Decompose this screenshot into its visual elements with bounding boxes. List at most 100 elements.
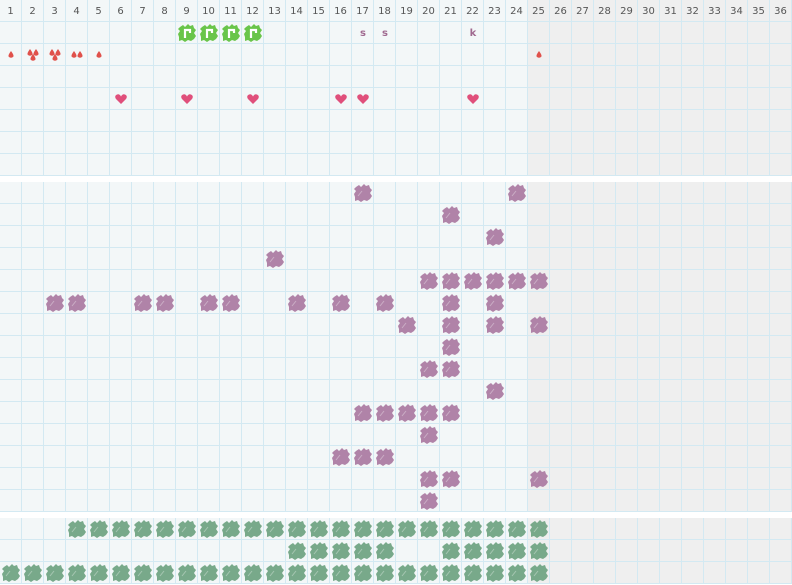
grid-cell[interactable] (396, 88, 418, 110)
grid-cell[interactable] (682, 292, 704, 314)
grid-cell[interactable] (198, 336, 220, 358)
grid-cell[interactable] (550, 226, 572, 248)
grid-cell[interactable] (88, 402, 110, 424)
grid-cell[interactable] (594, 380, 616, 402)
grid-cell[interactable] (616, 270, 638, 292)
grid-cell[interactable] (550, 540, 572, 562)
grid-cell[interactable] (770, 424, 792, 446)
grid-cell[interactable] (440, 380, 462, 402)
grid-cell[interactable] (110, 248, 132, 270)
grid-cell[interactable] (264, 358, 286, 380)
grid-cell[interactable] (550, 380, 572, 402)
grid-cell[interactable] (286, 336, 308, 358)
grid-cell[interactable] (110, 490, 132, 512)
grid-cell[interactable] (550, 248, 572, 270)
grid-cell[interactable] (198, 468, 220, 490)
grid-cell[interactable] (682, 490, 704, 512)
grid-cell[interactable] (682, 562, 704, 584)
grid-cell[interactable] (704, 204, 726, 226)
grid-cell[interactable] (682, 314, 704, 336)
grid-cell[interactable] (770, 490, 792, 512)
grid-cell[interactable] (22, 110, 44, 132)
grid-cell[interactable] (110, 226, 132, 248)
grid-cell[interactable] (484, 446, 506, 468)
grid-cell[interactable] (660, 204, 682, 226)
grid-cell[interactable] (726, 518, 748, 540)
grid-cell[interactable] (352, 110, 374, 132)
grid-cell[interactable] (638, 226, 660, 248)
grid-cell[interactable] (308, 182, 330, 204)
grid-cell[interactable] (154, 540, 176, 562)
grid-cell[interactable] (66, 110, 88, 132)
grid-cell[interactable] (110, 336, 132, 358)
purple-plant-icon[interactable] (440, 336, 462, 358)
grid-cell[interactable] (418, 88, 440, 110)
grid-cell[interactable] (264, 336, 286, 358)
sprout-icon[interactable] (220, 22, 242, 44)
grid-cell[interactable] (572, 66, 594, 88)
grid-cell[interactable] (484, 132, 506, 154)
grid-cell[interactable] (462, 182, 484, 204)
grid-cell[interactable] (396, 424, 418, 446)
grid-cell[interactable] (330, 66, 352, 88)
grid-cell[interactable] (462, 336, 484, 358)
grid-cell[interactable] (638, 66, 660, 88)
grid-cell[interactable] (44, 204, 66, 226)
grid-cell[interactable] (506, 314, 528, 336)
grid-cell[interactable] (220, 540, 242, 562)
grid-cell[interactable] (22, 336, 44, 358)
grid-cell[interactable] (594, 336, 616, 358)
grid-cell[interactable] (308, 424, 330, 446)
grid-cell[interactable] (264, 540, 286, 562)
grid-cell[interactable] (66, 402, 88, 424)
grid-cell[interactable] (374, 270, 396, 292)
grid-cell[interactable] (572, 292, 594, 314)
grid-cell[interactable] (572, 562, 594, 584)
grid-cell[interactable] (66, 424, 88, 446)
grid-cell[interactable] (550, 110, 572, 132)
grid-cell[interactable] (770, 132, 792, 154)
grid-cell[interactable] (506, 424, 528, 446)
grid-cell[interactable] (44, 132, 66, 154)
grid-cell[interactable] (154, 468, 176, 490)
grid-cell[interactable] (374, 226, 396, 248)
grid-cell[interactable] (528, 490, 550, 512)
grid-cell[interactable] (330, 182, 352, 204)
purple-plant-icon[interactable] (440, 402, 462, 424)
purple-plant-icon[interactable] (484, 292, 506, 314)
grid-cell[interactable] (418, 110, 440, 132)
grid-cell[interactable] (748, 248, 770, 270)
grid-cell[interactable] (660, 402, 682, 424)
grid-cell[interactable] (110, 380, 132, 402)
grid-cell[interactable] (748, 314, 770, 336)
grid-cell[interactable] (132, 44, 154, 66)
grid-cell[interactable] (44, 22, 66, 44)
purple-plant-icon[interactable] (396, 402, 418, 424)
grid-cell[interactable] (22, 424, 44, 446)
grid-cell[interactable] (22, 154, 44, 176)
grid-cell[interactable] (748, 182, 770, 204)
grid-cell[interactable] (418, 132, 440, 154)
grid-cell[interactable] (704, 226, 726, 248)
grid-cell[interactable] (0, 22, 22, 44)
grid-cell[interactable] (704, 110, 726, 132)
grid-cell[interactable] (264, 22, 286, 44)
grid-cell[interactable] (88, 336, 110, 358)
grid-cell[interactable] (352, 292, 374, 314)
purple-plant-icon[interactable] (44, 292, 66, 314)
grid-cell[interactable] (330, 110, 352, 132)
grid-cell[interactable] (462, 226, 484, 248)
grid-cell[interactable] (528, 424, 550, 446)
grid-cell[interactable] (396, 154, 418, 176)
grid-cell[interactable] (484, 182, 506, 204)
grid-cell[interactable] (110, 402, 132, 424)
grid-cell[interactable] (396, 226, 418, 248)
grid-cell[interactable] (572, 380, 594, 402)
grid-cell[interactable] (440, 226, 462, 248)
grid-cell[interactable] (286, 358, 308, 380)
grid-cell[interactable] (198, 248, 220, 270)
grid-cell[interactable] (748, 518, 770, 540)
grid-cell[interactable] (22, 88, 44, 110)
grid-cell[interactable] (374, 204, 396, 226)
grid-cell[interactable] (242, 446, 264, 468)
